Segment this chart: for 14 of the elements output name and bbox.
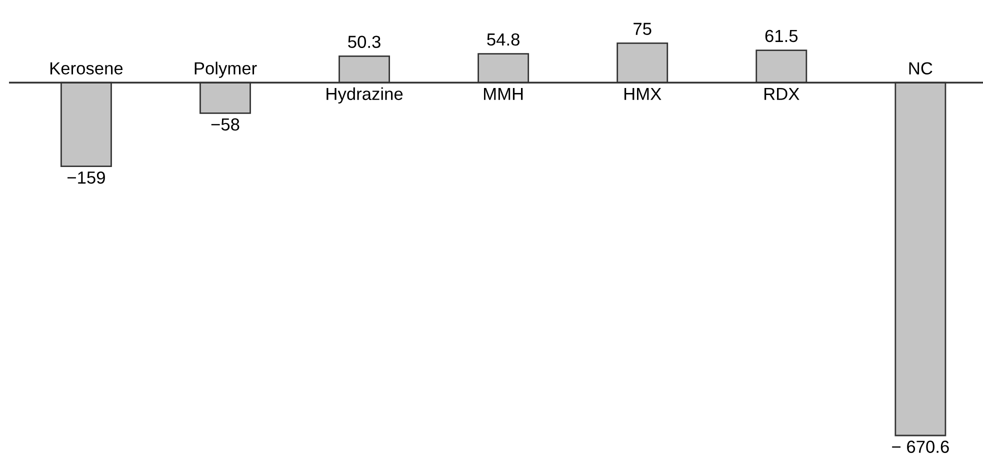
x-tick-label: HMX (624, 88, 662, 100)
x-tick-label: Polymer (194, 62, 257, 78)
data-label: 61.5 (765, 30, 798, 42)
data-label: 54.8 (487, 33, 520, 46)
data-label: − 670.6 (892, 440, 949, 453)
data-label: 75 (634, 22, 652, 36)
data-label: −58 (211, 118, 240, 131)
x-tick-label: Kerosene (50, 62, 123, 74)
data-label: 50.3 (348, 36, 380, 48)
x-tick-label: NC (909, 62, 932, 74)
x-tick-label: Hydrazine (326, 87, 403, 104)
x-tick-label: RDX (764, 88, 800, 100)
x-tick-label: MMH (484, 88, 523, 100)
data-label: −159 (68, 171, 105, 184)
